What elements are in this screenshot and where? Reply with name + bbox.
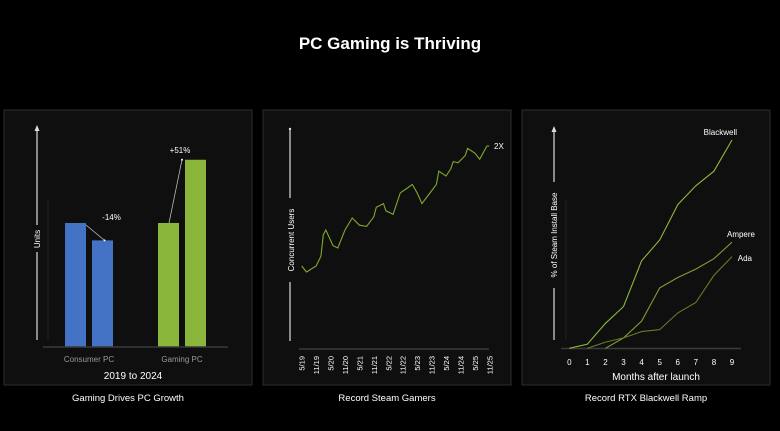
series-label-ada: Ada	[738, 254, 753, 263]
annotation-dot	[181, 158, 183, 161]
panel-record-steam-gamers: Concurrent Users 5/19 11/19 5/20 11/20 5/21 1…	[262, 109, 512, 386]
end-label: 2X	[494, 142, 504, 151]
panel-background	[521, 109, 771, 386]
slide-title: PC Gaming is Thriving	[299, 34, 481, 53]
x-tick-label: 11/24	[456, 356, 465, 374]
x-tick-label: Gaming PC	[161, 355, 203, 364]
annotation-label: +51%	[170, 146, 191, 155]
x-tick-label: 5/20	[327, 356, 336, 371]
x-tick-label: 5/25	[471, 356, 480, 371]
series-line-concurrent-users	[301, 145, 490, 273]
bar-gaming-pc-2019	[158, 223, 179, 347]
x-tick-label: 5/23	[413, 356, 422, 371]
y-axis-label: Concurrent Users	[287, 209, 296, 272]
y-axis-arrow	[551, 126, 557, 340]
bar-consumer-pc-2019	[65, 223, 86, 347]
x-tick-label: 6	[676, 358, 681, 367]
x-tick-label: 7	[694, 358, 699, 367]
caption-chart-3: Record RTX Blackwell Ramp	[585, 393, 707, 404]
x-tick-label: 2	[603, 358, 608, 367]
series-line-ada	[587, 256, 733, 349]
annotation-connector	[85, 224, 105, 241]
panel-background	[3, 109, 253, 386]
y-axis-arrow	[34, 125, 40, 340]
annotation-connector	[168, 159, 183, 224]
series-line-blackwell	[569, 139, 733, 349]
x-tick-label: 8	[712, 358, 717, 367]
x-tick-label: 5/19	[298, 356, 307, 371]
annotation-label: -14%	[102, 213, 121, 222]
series-label-blackwell: Blackwell	[704, 128, 738, 137]
y-axis-label: Units	[33, 230, 42, 248]
x-tick-label: 5/24	[442, 356, 451, 371]
x-tick-label: 11/20	[341, 356, 350, 374]
bar-consumer-pc-2024	[92, 240, 113, 347]
x-axis-label: 2019 to 2024	[104, 371, 163, 382]
caption-chart-1: Gaming Drives PC Growth	[72, 393, 184, 404]
annotation-dot	[103, 239, 106, 242]
panel-gaming-drives-growth: Units Consumer PC -14% Gaming PC +51% 2019 …	[3, 109, 253, 386]
x-tick-label: 11/19	[312, 356, 321, 374]
x-tick-label: 11/25	[485, 356, 494, 374]
x-tick-label: 0	[567, 358, 572, 367]
panel-blackwell-ramp: % of Steam Install Base Blackwell Ampere A…	[521, 109, 771, 386]
x-tick-label: 11/21	[370, 356, 379, 374]
panel-background	[262, 109, 512, 386]
series-label-ampere: Ampere	[727, 230, 756, 239]
caption-chart-2: Record Steam Gamers	[338, 393, 435, 404]
x-tick-label: 11/23	[428, 356, 437, 374]
x-tick-label: 1	[585, 358, 590, 367]
x-tick-label: 9	[730, 358, 735, 367]
y-axis-label: % of Steam Install Base	[550, 192, 559, 277]
series-line-ampere	[605, 241, 733, 349]
x-tick-label: 4	[639, 358, 644, 367]
y-axis-arrow	[288, 127, 292, 341]
x-tick-label: 3	[621, 358, 626, 367]
x-tick-label: 5	[657, 358, 662, 367]
x-axis-label: Months after launch	[612, 372, 700, 383]
x-tick-label: 5/22	[384, 356, 393, 371]
bar-gaming-pc-2024	[185, 159, 206, 347]
x-tick-label: 5/21	[355, 356, 364, 371]
x-tick-label: Consumer PC	[64, 355, 114, 364]
x-tick-label: 11/22	[399, 356, 408, 374]
